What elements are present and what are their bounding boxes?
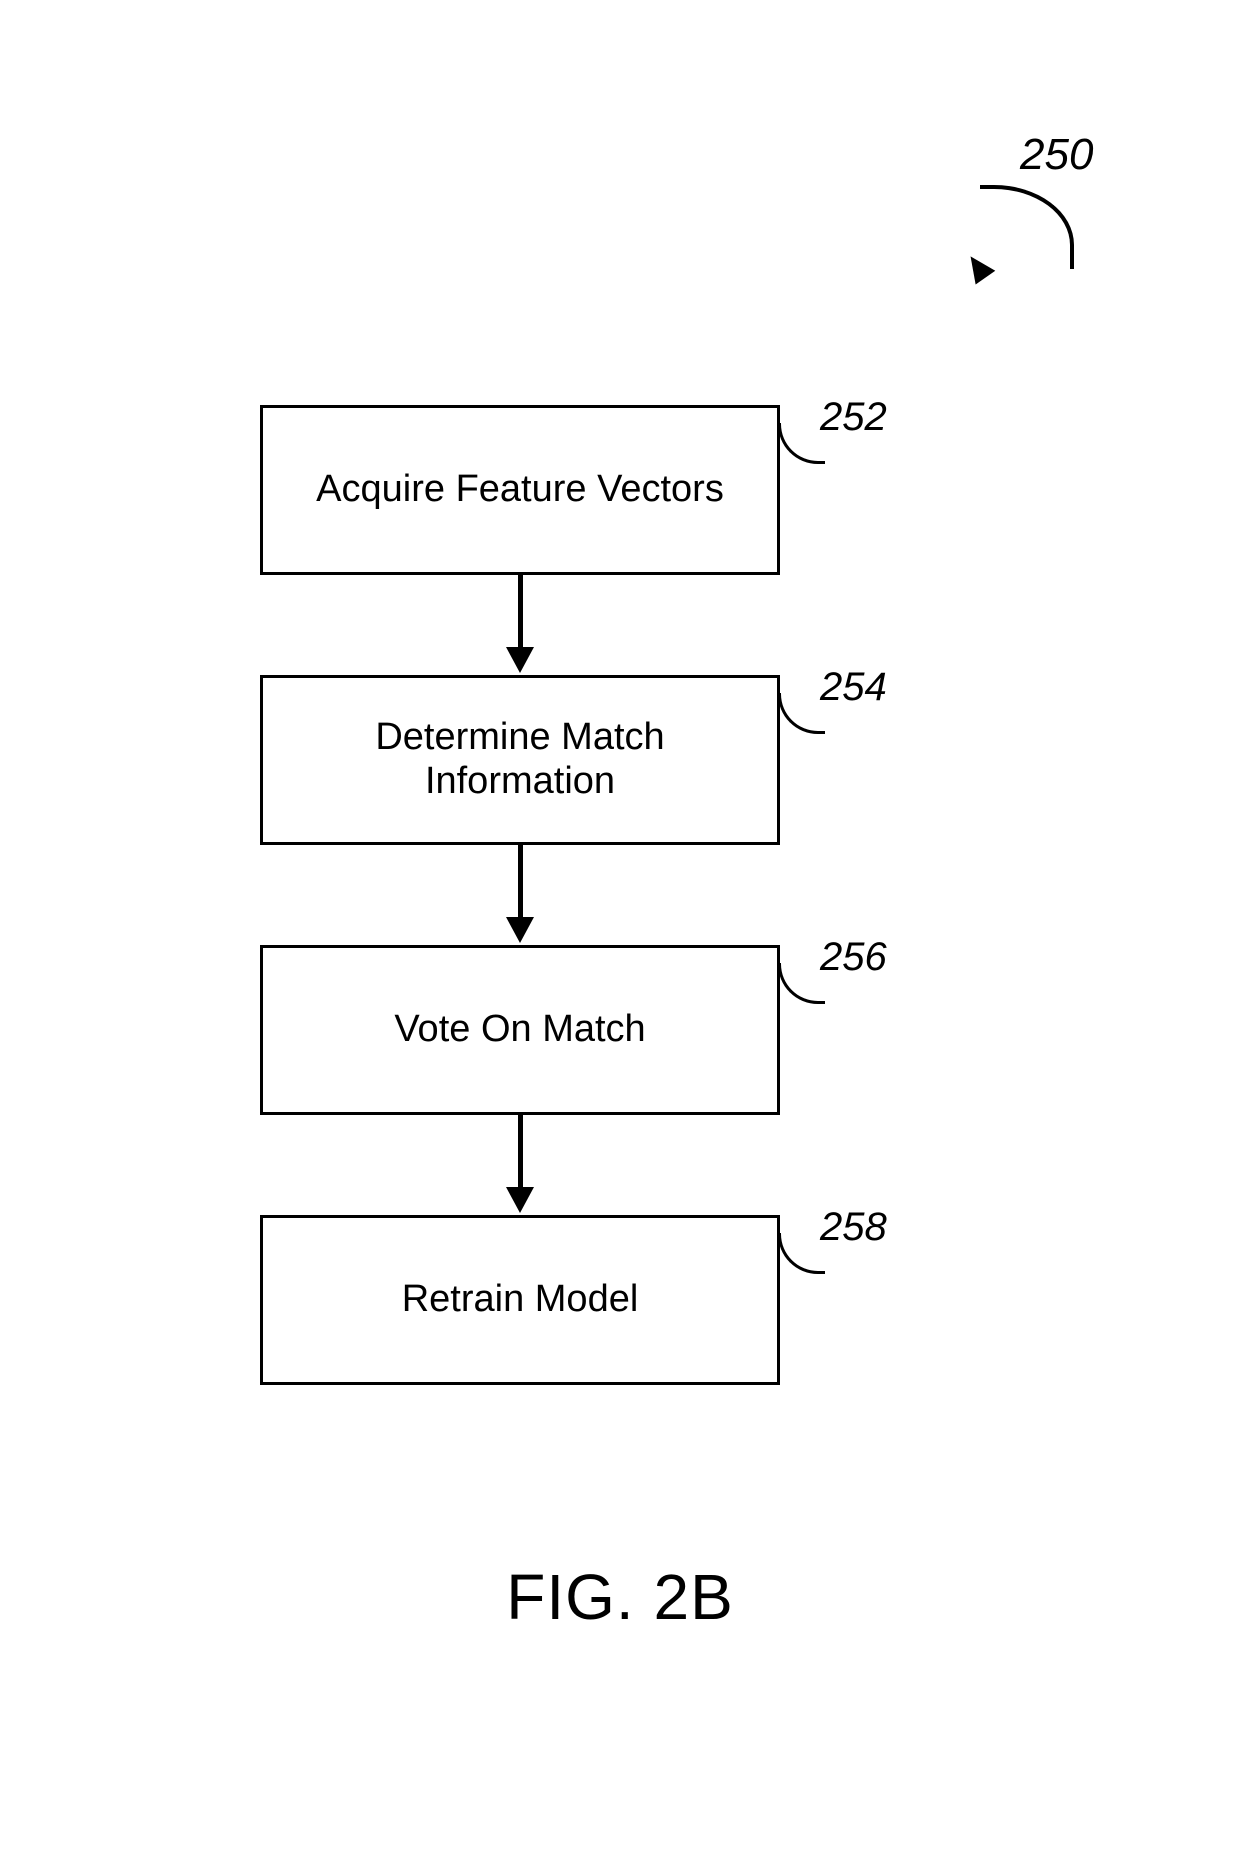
ref-label-256: 256 — [820, 935, 887, 980]
ref-leader — [778, 423, 825, 464]
flow-box-label: Acquire Feature Vectors — [306, 468, 734, 512]
flow-box-acquire: Acquire Feature Vectors — [260, 405, 780, 575]
figure-caption: FIG. 2B — [0, 1560, 1240, 1634]
flow-arrow-head — [506, 917, 534, 943]
figure-ref-pointer-curve — [980, 185, 1074, 269]
flow-arrow-line — [518, 845, 523, 919]
figure-ref-label: 250 — [1020, 130, 1093, 180]
flow-box-match: Determine MatchInformation — [260, 675, 780, 845]
flow-arrow-head — [506, 647, 534, 673]
flow-box-label: Vote On Match — [384, 1008, 655, 1052]
flow-box-label: Retrain Model — [392, 1278, 649, 1322]
ref-leader — [778, 963, 825, 1004]
flow-arrow-head — [506, 1187, 534, 1213]
ref-label-254: 254 — [820, 665, 887, 710]
flow-box-label: Determine MatchInformation — [365, 716, 674, 803]
flow-arrow-line — [518, 575, 523, 649]
ref-label-258: 258 — [820, 1205, 887, 1250]
flow-box-vote: Vote On Match — [260, 945, 780, 1115]
ref-label-252: 252 — [820, 395, 887, 440]
flow-arrow-line — [518, 1115, 523, 1189]
flow-box-retrain: Retrain Model — [260, 1215, 780, 1385]
ref-leader — [778, 693, 825, 734]
ref-leader — [778, 1233, 825, 1274]
